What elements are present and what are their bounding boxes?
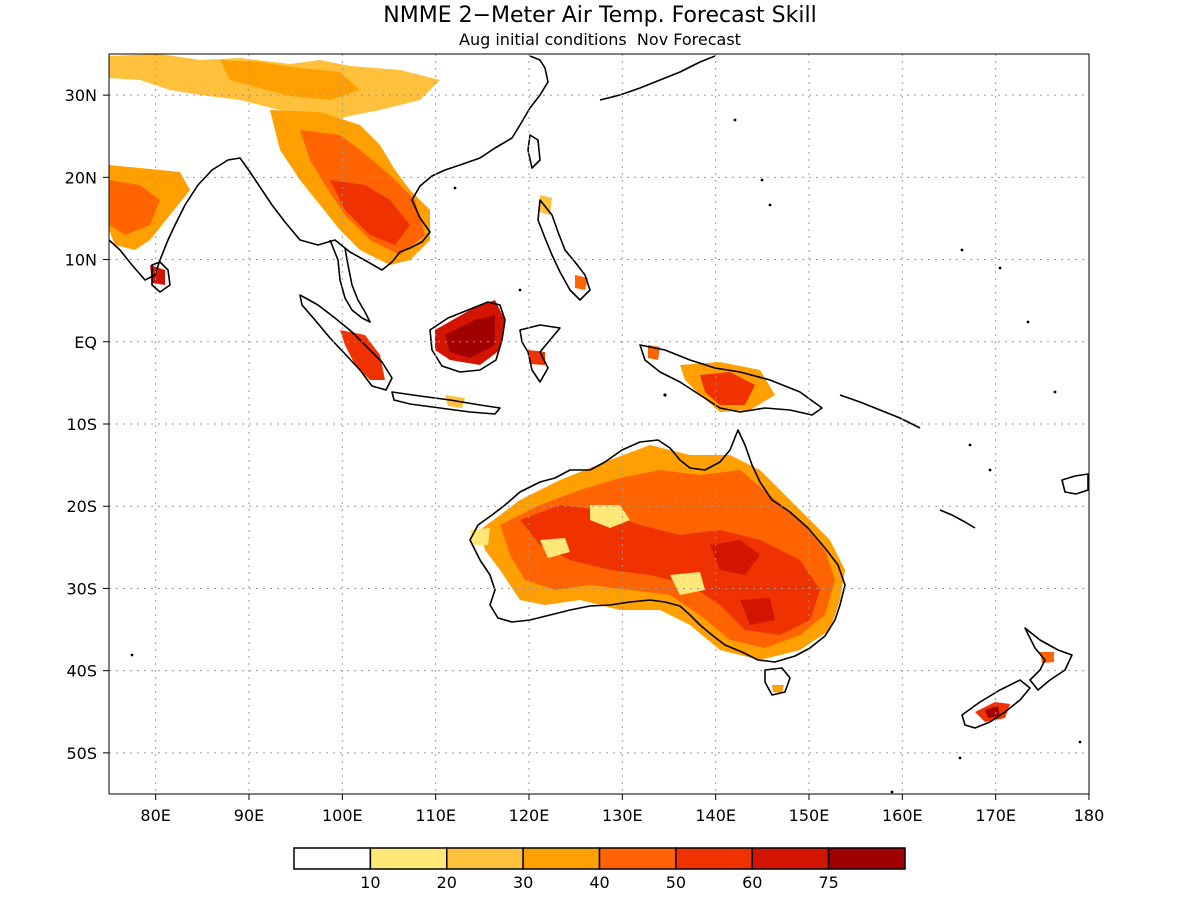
colorbar-swatch: [369, 847, 448, 870]
y-tick-label: 10S: [66, 415, 97, 434]
colorbar-swatch: [293, 847, 372, 870]
colorbar-swatch: [522, 847, 601, 870]
map-title: NMME 2−Meter Air Temp. Forecast Skill: [383, 3, 816, 28]
skill-shading: [109, 54, 1054, 722]
map-subtitle: Aug initial conditions Nov Forecast: [459, 30, 741, 49]
skill-colorbar: 10 20 30 40 50 60 75: [293, 847, 906, 892]
x-tick-label: 110E: [415, 806, 456, 825]
colorbar-label: 50: [666, 873, 686, 892]
x-tick-label: 170E: [975, 806, 1016, 825]
y-tick-label: 20S: [66, 497, 97, 516]
latitude-axis: 30N 20N 10N EQ 10S 20S 30S 40S 50S: [65, 86, 109, 763]
colorbar-swatch: [751, 847, 830, 870]
colorbar-label: 10: [360, 873, 380, 892]
coastlines: [109, 55, 1089, 729]
x-tick-label: 130E: [602, 806, 643, 825]
colorbar-swatch: [598, 847, 677, 870]
x-tick-label: 100E: [322, 806, 363, 825]
y-tick-label: 20N: [65, 168, 97, 187]
colorbar-swatch: [675, 847, 753, 870]
x-tick-label: 160E: [882, 806, 923, 825]
colorbar-label: 60: [742, 873, 762, 892]
y-tick-label: 50S: [66, 744, 97, 763]
x-tick-label: 180: [1074, 806, 1105, 825]
y-tick-label: EQ: [74, 333, 97, 352]
x-tick-label: 120E: [509, 806, 550, 825]
colorbar-label: 75: [818, 873, 838, 892]
graticule-grid: [109, 54, 1089, 794]
colorbar-label: 20: [437, 873, 457, 892]
colorbar-label: 40: [589, 873, 609, 892]
y-tick-label: 10N: [65, 251, 97, 270]
colorbar-swatch: [446, 847, 524, 870]
longitude-axis: 80E 90E 100E 110E 120E 130E 140E 150E 160E 170E 18…: [140, 794, 1104, 825]
colorbar-label: 30: [513, 873, 533, 892]
y-tick-label: 30S: [66, 579, 97, 598]
x-tick-label: 80E: [140, 806, 170, 825]
x-tick-label: 140E: [695, 806, 736, 825]
small-island-dots: [130, 118, 1082, 794]
map-plot-area: [109, 54, 1089, 794]
colorbar-swatch: [827, 847, 906, 870]
y-tick-label: 30N: [65, 86, 97, 105]
x-tick-label: 90E: [234, 806, 264, 825]
y-tick-label: 40S: [66, 662, 97, 681]
x-tick-label: 150E: [789, 806, 830, 825]
